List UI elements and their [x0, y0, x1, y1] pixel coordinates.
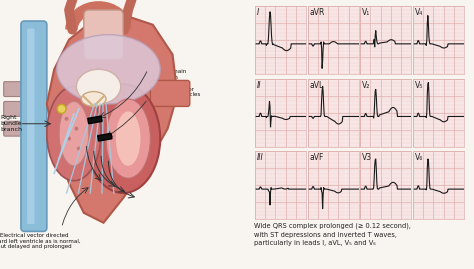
Text: V₁: V₁ — [362, 8, 371, 17]
Text: Electrical vector directed
toward left ventricle as is normal,
but delayed and p: Electrical vector directed toward left v… — [0, 233, 81, 249]
Text: Wide QRS complex prolonged (≥ 0.12 second),
with ST depressions and inverted T w: Wide QRS complex prolonged (≥ 0.12 secon… — [254, 223, 410, 246]
Text: I: I — [257, 8, 259, 17]
Polygon shape — [47, 15, 177, 223]
Ellipse shape — [116, 111, 140, 166]
Text: V₅: V₅ — [415, 81, 423, 90]
FancyBboxPatch shape — [4, 101, 31, 116]
Ellipse shape — [86, 84, 160, 193]
FancyBboxPatch shape — [27, 29, 35, 224]
Text: Block of left main
bundle branch
or
block of left anterior
and posterior fascicl: Block of left main bundle branch or bloc… — [138, 69, 201, 97]
Circle shape — [67, 137, 71, 141]
Text: V₂: V₂ — [362, 81, 371, 90]
Ellipse shape — [47, 87, 101, 181]
Text: III: III — [257, 154, 264, 162]
Circle shape — [57, 104, 66, 113]
FancyBboxPatch shape — [4, 82, 31, 97]
Ellipse shape — [82, 91, 106, 107]
Ellipse shape — [57, 35, 160, 104]
Text: V₄: V₄ — [415, 8, 423, 17]
FancyBboxPatch shape — [21, 21, 47, 231]
Ellipse shape — [76, 69, 121, 104]
Text: aVF: aVF — [310, 154, 324, 162]
Circle shape — [64, 117, 69, 121]
Text: Right
bundle
branch: Right bundle branch — [0, 115, 22, 132]
FancyBboxPatch shape — [4, 121, 31, 136]
Ellipse shape — [59, 101, 89, 166]
Text: aVL: aVL — [310, 81, 324, 90]
Text: V3: V3 — [362, 154, 373, 162]
Text: V₆: V₆ — [415, 154, 423, 162]
Circle shape — [77, 147, 81, 150]
Bar — [88, 116, 102, 124]
Circle shape — [74, 127, 78, 131]
Text: aVR: aVR — [310, 8, 325, 17]
Text: II: II — [257, 81, 262, 90]
Ellipse shape — [106, 99, 150, 178]
Bar — [98, 133, 112, 141]
FancyBboxPatch shape — [150, 80, 190, 107]
FancyBboxPatch shape — [84, 10, 123, 59]
